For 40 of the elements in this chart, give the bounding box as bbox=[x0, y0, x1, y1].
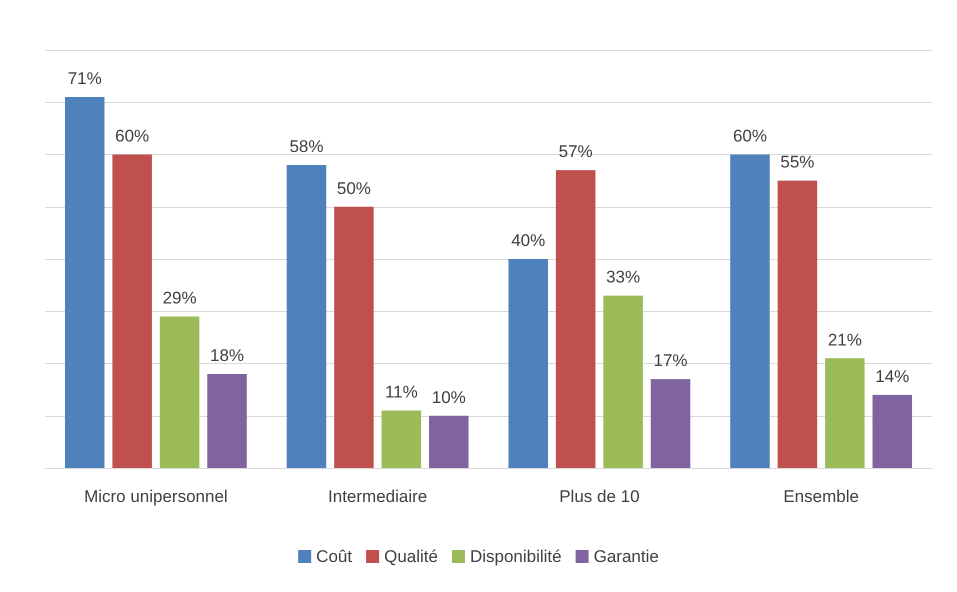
data-label: 50% bbox=[336, 178, 371, 198]
data-label: 55% bbox=[780, 152, 814, 172]
bar bbox=[778, 180, 818, 468]
legend-label: Garantie bbox=[594, 547, 659, 566]
data-label: 60% bbox=[115, 126, 150, 146]
data-label: 60% bbox=[732, 126, 767, 146]
bar bbox=[334, 206, 374, 468]
data-label: 57% bbox=[558, 142, 593, 162]
data-label: 14% bbox=[875, 366, 910, 386]
legend-label: Disponibilité bbox=[470, 547, 562, 566]
bar bbox=[650, 379, 690, 468]
bar bbox=[160, 316, 200, 468]
data-label: 29% bbox=[162, 288, 197, 308]
bar bbox=[429, 416, 469, 468]
data-label: 11% bbox=[384, 382, 418, 402]
bar bbox=[286, 164, 326, 468]
data-label: 71% bbox=[68, 69, 102, 88]
data-label: 40% bbox=[511, 231, 546, 250]
x-tick-label: Ensemble bbox=[783, 487, 859, 506]
data-label: 33% bbox=[606, 268, 640, 287]
data-label: 10% bbox=[432, 388, 466, 407]
bar bbox=[112, 154, 152, 468]
bar bbox=[872, 394, 912, 468]
bar bbox=[556, 170, 596, 468]
legend-label: Coût bbox=[316, 547, 352, 566]
bar bbox=[207, 374, 247, 468]
bar bbox=[730, 154, 770, 468]
bar bbox=[603, 296, 643, 468]
data-label: 18% bbox=[210, 346, 244, 365]
bar bbox=[382, 410, 422, 468]
x-tick-label: Intermediaire bbox=[328, 487, 428, 506]
legend-label: Qualité bbox=[384, 547, 438, 566]
x-tick-label: Micro unipersonnel bbox=[84, 487, 228, 506]
bar bbox=[508, 259, 548, 468]
data-label: 58% bbox=[289, 136, 324, 156]
data-label: 17% bbox=[654, 351, 688, 370]
bar bbox=[825, 358, 865, 468]
data-label: 21% bbox=[828, 330, 862, 350]
x-tick-label: Plus de 10 bbox=[559, 487, 640, 506]
bar bbox=[64, 97, 104, 468]
